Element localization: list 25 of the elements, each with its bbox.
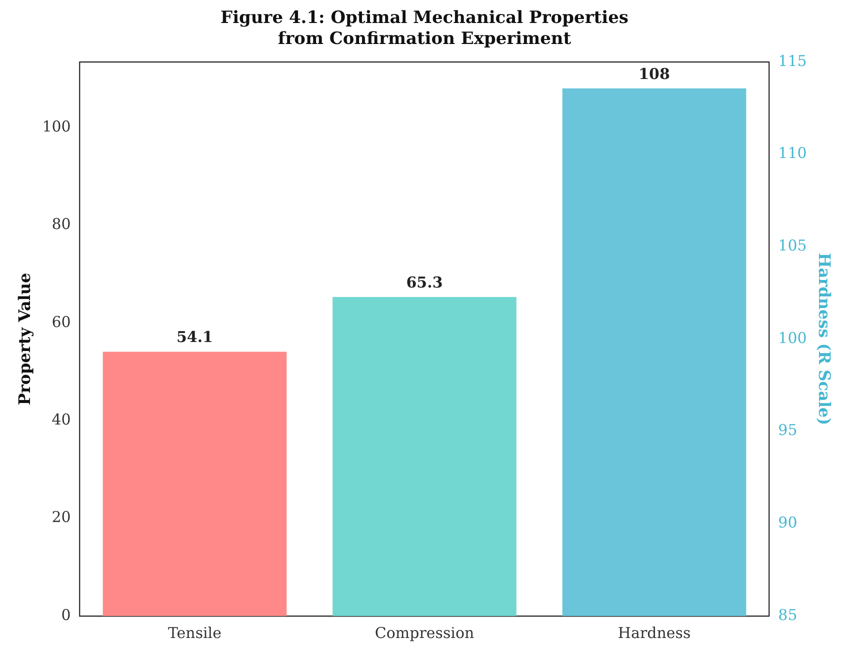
y-tick-label: 0	[61, 606, 71, 624]
y2-tick-label: 115	[778, 52, 807, 70]
x-tick-label: Tensile	[168, 624, 222, 642]
y-tick-label: 40	[52, 410, 71, 428]
x-tick-label: Compression	[374, 624, 474, 642]
y2-axis-title: Hardness (R Scale)	[815, 252, 834, 426]
bar	[102, 352, 287, 616]
bar	[562, 88, 746, 616]
y2-tick-label: 105	[778, 236, 807, 255]
bar	[332, 296, 516, 616]
y-tick-label: 20	[52, 508, 71, 526]
y-axis-title: Property Value	[14, 272, 34, 406]
y2-tick-label: 95	[778, 421, 798, 440]
chart-title: Figure 4.1: Optimal Mechanical Properties from Confirmation Experiment	[220, 8, 630, 50]
x-tick-label: Hardness	[618, 624, 691, 642]
data-label: 65.3	[406, 273, 443, 292]
y-tick-label: 100	[42, 117, 71, 136]
y-tick-label: 80	[52, 215, 71, 234]
y2-tick-label: 85	[778, 606, 798, 624]
y2-tick-label: 100	[778, 328, 807, 347]
y2-tick-label: 90	[778, 514, 798, 532]
data-label: 54.1	[176, 328, 213, 346]
data-label: 108	[638, 64, 670, 83]
y2-tick-label: 110	[778, 144, 807, 162]
y-tick-label: 60	[52, 312, 71, 331]
